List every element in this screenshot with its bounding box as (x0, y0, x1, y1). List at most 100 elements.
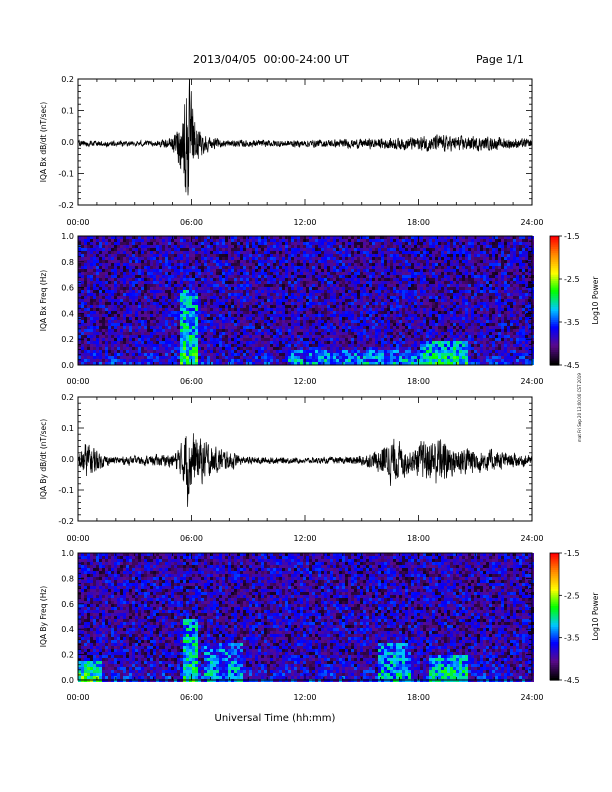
spectrogram-cell (375, 254, 378, 257)
spectrogram-cell (81, 317, 84, 320)
spectrogram-cell (168, 305, 171, 308)
spectrogram-cell (180, 326, 183, 329)
spectrogram-cell (108, 281, 111, 284)
spectrogram-cell (228, 269, 231, 272)
spectrogram-cell (282, 257, 285, 260)
spectrogram-cell (297, 263, 300, 266)
spectrogram-cell (174, 335, 177, 338)
spectrogram-cell (111, 284, 114, 287)
spectrogram-cell (87, 269, 90, 272)
spectrogram-cell (372, 296, 375, 299)
spectrogram-cell (219, 329, 222, 332)
spectrogram-cell (156, 317, 159, 320)
spectrogram-cell (330, 347, 333, 350)
spectrogram-cell (129, 341, 132, 344)
spectrogram-cell (207, 335, 210, 338)
spectrogram-cell (156, 359, 159, 362)
spectrogram-cell (327, 311, 330, 314)
spectrogram-cell (87, 335, 90, 338)
spectrogram-cell (294, 317, 297, 320)
spectrogram-cell (342, 308, 345, 311)
spectrogram-cell (105, 338, 108, 341)
spectrogram-cell (315, 281, 318, 284)
spectrogram-cell (417, 299, 420, 302)
spectrogram-cell (204, 299, 207, 302)
spectrogram-cell (228, 344, 231, 347)
spectrogram-cell (357, 275, 360, 278)
spectrogram-cell (411, 353, 414, 356)
spectrogram-cell (159, 275, 162, 278)
spectrogram-cell (96, 239, 99, 242)
spectrogram-cell (339, 323, 342, 326)
spectrogram-cell (174, 251, 177, 254)
spectrogram-cell (273, 269, 276, 272)
spectrogram-cell (318, 341, 321, 344)
spectrogram-cell (339, 248, 342, 251)
spectrogram-cell (213, 347, 216, 350)
spectrogram-cell (132, 338, 135, 341)
spectrogram-cell (90, 263, 93, 266)
spectrogram-cell (177, 362, 180, 365)
spectrogram-cell (120, 248, 123, 251)
spectrogram-cell (153, 260, 156, 263)
spectrogram-cell (213, 305, 216, 308)
spectrogram-cell (78, 320, 81, 323)
spectrogram-cell (123, 299, 126, 302)
spectrogram-cell (363, 293, 366, 296)
spectrogram-cell (357, 260, 360, 263)
spectrogram-cell (234, 323, 237, 326)
spectrogram-cell (150, 353, 153, 356)
spectrogram-cell (198, 332, 201, 335)
spectrogram-cell (132, 272, 135, 275)
spectrogram-cell (111, 248, 114, 251)
spectrogram-cell (138, 254, 141, 257)
spectrogram-cell (153, 308, 156, 311)
spectrogram-cell (294, 254, 297, 257)
spectrogram-cell (393, 359, 396, 362)
spectrogram-cell (186, 257, 189, 260)
spectrogram-cell (267, 263, 270, 266)
spectrogram-cell (231, 269, 234, 272)
spectrogram-cell (303, 284, 306, 287)
spectrogram-cell (273, 335, 276, 338)
spectrogram-cell (141, 335, 144, 338)
spectrogram-cell (234, 329, 237, 332)
spectrogram-cell (117, 272, 120, 275)
spectrogram-cell (255, 272, 258, 275)
spectrogram-cell (174, 281, 177, 284)
spectrogram-cell (336, 296, 339, 299)
spectrogram-cell (276, 299, 279, 302)
spectrogram-cell (339, 344, 342, 347)
spectrogram-cell (228, 242, 231, 245)
spectrogram-cell (138, 338, 141, 341)
spectrogram-cell (372, 317, 375, 320)
spectrogram-cell (117, 257, 120, 260)
spectrogram-cell (144, 296, 147, 299)
spectrogram-cell (351, 278, 354, 281)
spectrogram-cell (321, 350, 324, 353)
spectrogram-cell (387, 266, 390, 269)
spectrogram-cell (249, 350, 252, 353)
spectrogram-cell (369, 326, 372, 329)
spectrogram-cell (114, 308, 117, 311)
spectrogram-cell (177, 353, 180, 356)
spectrogram-cell (402, 293, 405, 296)
spectrogram-cell (114, 344, 117, 347)
spectrogram-cell (264, 269, 267, 272)
spectrogram-cell (162, 350, 165, 353)
spectrogram-cell (96, 305, 99, 308)
spectrogram-cell (342, 248, 345, 251)
spectrogram-cell (177, 329, 180, 332)
spectrogram-cell (330, 239, 333, 242)
spectrogram-cell (84, 329, 87, 332)
spectrogram-cell (261, 284, 264, 287)
spectrogram-cell (285, 311, 288, 314)
spectrogram-cell (198, 338, 201, 341)
spectrogram-cell (279, 251, 282, 254)
spectrogram-cell (369, 320, 372, 323)
spectrogram-cell (165, 245, 168, 248)
spectrogram-cell (189, 278, 192, 281)
spectrogram-cell (78, 269, 81, 272)
spectrogram-cell (87, 254, 90, 257)
spectrogram-cell (222, 362, 225, 365)
